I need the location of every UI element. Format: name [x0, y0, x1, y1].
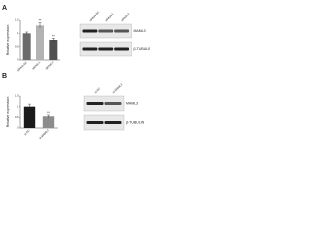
- y-axis-label: Relative expression: [6, 97, 10, 128]
- row-label: MAML3: [134, 29, 146, 33]
- y-axis-label: Relative expression: [6, 25, 10, 56]
- row-label: β-TUBULIN: [126, 120, 145, 124]
- row-label: MAML3: [126, 101, 138, 105]
- y-tick-label: 1: [17, 32, 19, 35]
- figure: A Relative expression 0 0.5 1 1.5 siRNA-NC ** si…: [2, 5, 150, 140]
- y-tick-label: 0: [17, 127, 19, 130]
- x-tick-label: si-MAML3: [38, 128, 50, 140]
- panel-label: B: [2, 73, 7, 80]
- y-tick-label: 0: [17, 59, 19, 62]
- blot-band: [114, 47, 130, 51]
- blot-band: [86, 121, 104, 124]
- y-tick-label: 0.5: [15, 116, 19, 119]
- blot-membrane: [83, 95, 125, 112]
- significance: **: [39, 19, 42, 23]
- blot-band: [98, 47, 114, 51]
- blot-band: [104, 121, 122, 124]
- significance: **: [47, 111, 50, 115]
- y-tick-label: 1.5: [15, 19, 19, 22]
- lane-label: siRNA-NC: [88, 10, 100, 22]
- bar: [36, 25, 44, 60]
- x-tick-label: si-NC: [23, 128, 31, 136]
- x-tick-label: siRNA-1: [31, 60, 42, 71]
- bar: [49, 40, 58, 60]
- bar: [23, 106, 36, 128]
- blot-band: [98, 29, 114, 33]
- y-tick-label: 1: [17, 105, 19, 108]
- lane-label: si-MAML3: [111, 82, 123, 94]
- y-tick-label: 0.5: [15, 45, 19, 48]
- lane-label: siRNA-2: [120, 12, 131, 23]
- blot-band: [114, 29, 130, 33]
- bar: [42, 116, 55, 128]
- x-tick-label: siRNA-2: [44, 60, 55, 71]
- blot-band: [82, 29, 98, 33]
- y-tick-label: 1.5: [15, 95, 19, 98]
- bar: [22, 33, 31, 60]
- blot-band: [104, 102, 122, 105]
- panel-label: A: [2, 5, 7, 12]
- blot-band: [86, 102, 104, 105]
- row-label: β-TUBULIN: [134, 47, 150, 51]
- lane-label: siRNA-1: [104, 12, 115, 23]
- lane-label: si-NC: [93, 86, 101, 94]
- significance: **: [52, 34, 55, 38]
- x-tick-label: siRNA-NC: [16, 60, 28, 72]
- blot-membrane: [83, 114, 125, 131]
- page: {"chart_data": [ {"type": "bar", "label"…: [2, 4, 150, 141]
- blot-band: [82, 47, 98, 51]
